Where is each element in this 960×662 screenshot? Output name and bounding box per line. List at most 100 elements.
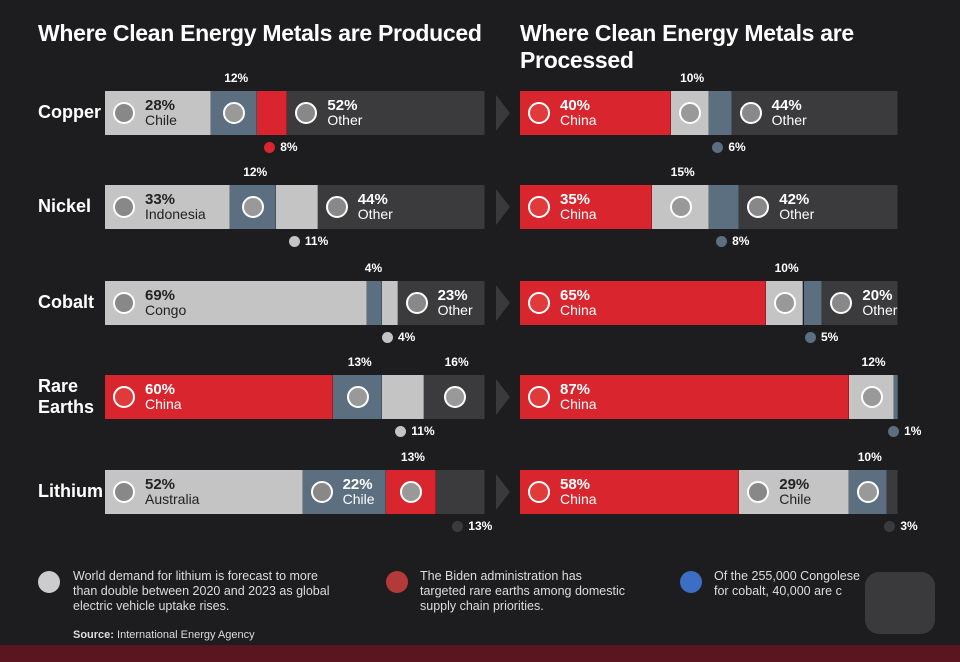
value-label: 22% [342, 476, 373, 493]
segment-name: Australia [145, 491, 200, 507]
bar-segment: 87% China [520, 375, 849, 419]
value-label: 23% [437, 287, 468, 304]
value-label-wrap: 13% [452, 519, 492, 533]
flag [443, 386, 466, 408]
segment-name: China [145, 396, 182, 412]
value-label: 16% [444, 355, 469, 369]
arrow [496, 474, 510, 510]
bar-segment: 52% Other [287, 91, 485, 135]
value-label: 4% [364, 261, 383, 275]
arrow [496, 285, 510, 321]
category-label: Nickel [38, 196, 92, 216]
bar-segment: 23% Other [397, 281, 485, 325]
flag [830, 292, 853, 314]
segment-label: 42% Other [779, 192, 814, 222]
segment-label: 40% China [560, 98, 597, 128]
value-label-wrap: 8% [716, 234, 749, 248]
arrow [496, 189, 510, 225]
segment-name: China [560, 112, 597, 128]
segment-name: Other [327, 112, 363, 128]
bar-segment: 42% Other [739, 185, 898, 229]
bar-segment [848, 470, 887, 514]
value-label-wrap: 6% [712, 140, 746, 154]
bar-segment [671, 91, 709, 135]
value-label-wrap: 8% [264, 140, 298, 154]
bar-segment: 44% Other [731, 91, 898, 135]
value-label: 52% [327, 97, 358, 114]
flag [310, 481, 333, 503]
value-label-wrap: 11% [288, 234, 328, 248]
value-label: 12% [861, 355, 886, 369]
value-label: 6% [728, 140, 746, 154]
bar-segment [652, 185, 709, 229]
category-label: Rare Earths [38, 376, 95, 417]
bar-segment: 58% China [520, 470, 740, 514]
bar-segment: 65% China [520, 281, 766, 325]
arrow [496, 95, 510, 131]
segment-label: 22% Chile [343, 477, 375, 507]
note: World demand for lithium is forecast to … [73, 569, 330, 613]
value-label: 20% [862, 287, 893, 304]
value-label: 44% [771, 97, 802, 114]
flag [860, 386, 883, 408]
segment-label: 20% Other [862, 288, 897, 318]
segment-name: Chile [779, 491, 812, 507]
flag [405, 292, 428, 314]
bar-segment [386, 470, 436, 514]
bar-segment [709, 185, 740, 229]
flag [747, 481, 770, 503]
value-label: 28% [145, 97, 176, 114]
bar-segment: 20% Other [822, 281, 898, 325]
bar-segment: 60% China [105, 375, 333, 419]
value-label: 13% [400, 450, 425, 464]
value-label: 13% [347, 355, 372, 369]
bar-segment [848, 375, 895, 419]
bar-segment: 52% Australia [105, 470, 303, 514]
bar-segment [211, 91, 257, 135]
bar-segment [382, 281, 398, 325]
segment-label: 87% China [560, 382, 597, 412]
segment-label: 52% Other [327, 98, 362, 128]
segment-label: 29% Chile [779, 477, 811, 507]
value-label-wrap: 3% [884, 519, 918, 533]
value-label: 8% [732, 234, 750, 248]
flag [669, 196, 692, 218]
flag [113, 386, 135, 408]
segment-label: 44% Other [358, 192, 393, 222]
bar-segment [894, 375, 898, 419]
bar-segment: 44% Other [317, 185, 485, 229]
value-label: 15% [670, 165, 695, 179]
value-label: 33% [145, 191, 176, 208]
value-label: 1% [904, 424, 922, 438]
bar-segment [709, 91, 732, 135]
flag [739, 102, 762, 124]
bar-segment [424, 375, 485, 419]
flag-dot [888, 426, 900, 437]
value-label-wrap: 4% [382, 330, 415, 344]
flag [242, 196, 265, 218]
bar-segment: 69% Congo [105, 281, 368, 325]
bar-segment: 40% China [520, 91, 672, 135]
flag [113, 292, 135, 314]
bar-segment: 28% Chile [105, 91, 212, 135]
flag [113, 102, 135, 124]
value-label: 12% [243, 165, 268, 179]
value-label: 40% [560, 97, 591, 114]
segment-label: 65% China [560, 288, 597, 318]
flag-dot [264, 142, 276, 153]
segment-label: 52% Australia [145, 477, 199, 507]
flag [856, 481, 879, 503]
flag-dot [884, 521, 896, 532]
bar-segment [803, 281, 823, 325]
value-label: 58% [560, 476, 591, 493]
bar-segment [886, 470, 898, 514]
bar-segment [435, 470, 485, 514]
segment-label: 69% Congo [145, 288, 186, 318]
segment-label: 28% Chile [145, 98, 177, 128]
scan-button[interactable] [865, 572, 935, 634]
flag-dot [382, 332, 393, 343]
bar-segment [257, 91, 288, 135]
segment-name: Other [862, 302, 898, 318]
segment-label: 58% China [560, 477, 597, 507]
flag-dot [804, 332, 816, 343]
